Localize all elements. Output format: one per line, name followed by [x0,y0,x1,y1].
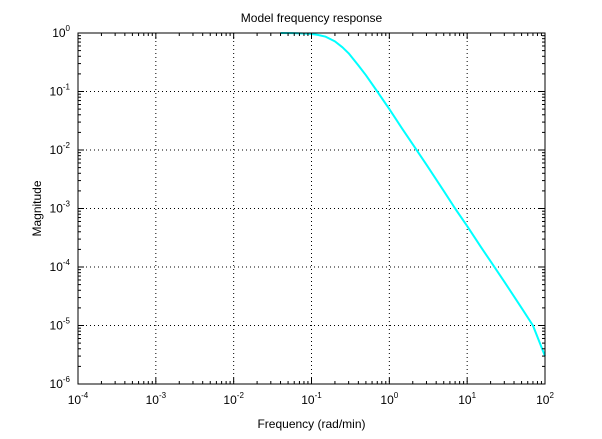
x-tick-label-exponent: -3 [159,391,167,400]
y-tick-label-exponent: -1 [63,83,71,92]
x-tick-label: 10-2 [223,391,244,407]
chart-title: Model frequency response [241,11,383,25]
series-layer [280,32,546,357]
x-tick-label-exponent: 0 [394,391,399,400]
x-tick-label-exponent: -4 [81,391,89,400]
y-tick-label: 10-3 [50,200,71,216]
y-tick-label-base: 10 [50,143,64,157]
x-tick-label-base: 10 [380,393,394,407]
x-tick-label: 10-1 [301,391,322,407]
grid [78,33,545,384]
y-tick-label-base: 10 [50,319,64,333]
x-tick-label: 10-4 [68,391,89,407]
x-tick-label-exponent: -2 [237,391,245,400]
x-tick-label-base: 10 [146,393,160,407]
x-tick-label: 102 [536,391,554,407]
x-tick-label-exponent: 2 [549,391,554,400]
x-tick-label-base: 10 [223,393,237,407]
x-axis-label: Frequency (rad/min) [257,417,365,431]
y-tick-label: 10-1 [50,83,71,99]
y-tick-label: 10-5 [50,317,71,333]
ticks [77,32,546,385]
y-tick-label: 10-2 [50,141,71,157]
y-tick-label-base: 10 [50,260,64,274]
y-tick-label-exponent: -3 [63,200,71,209]
x-tick-label: 100 [380,391,398,407]
x-tick-label: 10-3 [146,391,167,407]
x-tick-label: 101 [458,391,476,407]
x-tick-label-exponent: 1 [472,391,477,400]
y-tick-label-exponent: -2 [63,141,71,150]
y-tick-label-base: 10 [52,26,66,40]
x-tick-labels: 10-4 10-3 10-2 10-1 100 101 102 [68,391,555,407]
y-tick-label-base: 10 [50,202,64,216]
y-tick-label-exponent: 0 [66,24,71,33]
x-tick-label-base: 10 [458,393,472,407]
y-tick-label: 10-4 [50,258,71,274]
y-tick-label: 100 [52,24,70,40]
y-tick-label-exponent: -5 [63,317,71,326]
y-tick-label: 10-6 [50,375,71,391]
y-tick-label-exponent: -6 [63,375,71,384]
x-tick-label-base: 10 [536,393,550,407]
y-tick-label-base: 10 [50,377,64,391]
y-tick-label-base: 10 [50,85,64,99]
x-tick-label-base: 10 [68,393,82,407]
x-tick-label-exponent: -1 [315,391,323,400]
x-tick-label-base: 10 [301,393,315,407]
y-tick-label-exponent: -4 [63,258,71,267]
series-line-0 [280,32,546,357]
y-axis-label: Magnitude [30,180,44,236]
